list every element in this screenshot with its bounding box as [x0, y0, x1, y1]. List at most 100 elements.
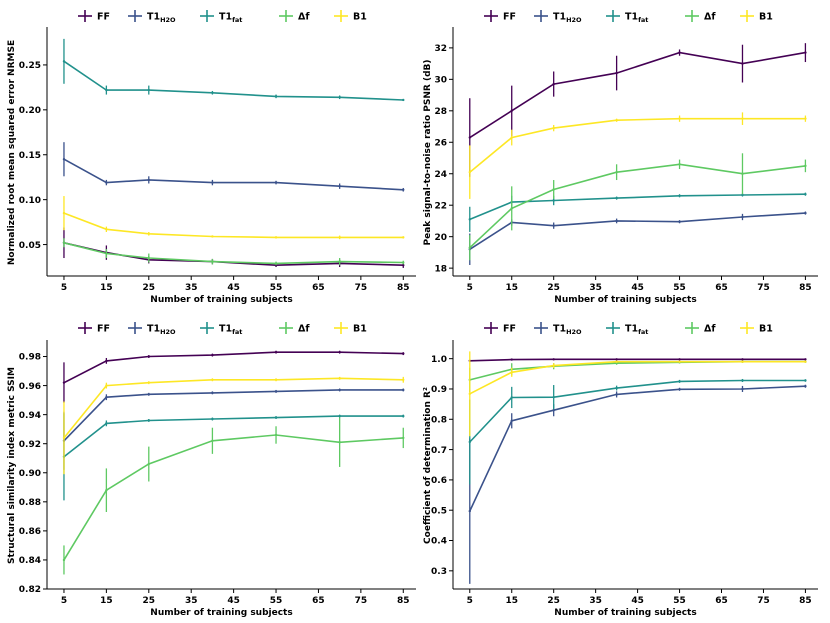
series-line	[63, 60, 404, 101]
y-tick-label: 0.9	[431, 385, 447, 395]
data-point	[552, 364, 555, 367]
data-point	[741, 215, 744, 219]
legend-item-t1-h2o[interactable]: T1H2O	[534, 322, 582, 336]
y-tick-label: 24	[434, 170, 447, 180]
data-point	[211, 91, 214, 94]
legend-label: B1	[759, 324, 773, 335]
legend-label: FF	[503, 324, 516, 335]
legend-label: T1H2O	[553, 12, 582, 25]
data-point	[211, 181, 214, 184]
data-point	[274, 95, 278, 98]
data-point	[804, 51, 807, 54]
x-tick-label: 55	[673, 596, 686, 606]
x-tick-label: 65	[715, 596, 728, 606]
data-point	[62, 241, 66, 244]
legend-label-subscript: H2O	[160, 16, 176, 24]
data-point	[211, 260, 214, 263]
legend-item-ff[interactable]: FF	[78, 322, 110, 335]
series-line	[63, 158, 404, 191]
legend-item-t1-fat[interactable]: T1fat	[200, 322, 242, 336]
legend-label-main: T1	[625, 324, 638, 335]
data-point	[274, 390, 278, 393]
data-point	[62, 436, 66, 440]
data-point	[615, 170, 618, 174]
y-tick-label: 0.20	[19, 106, 41, 116]
legend-item-ff[interactable]: FF	[484, 10, 516, 23]
data-point	[402, 388, 405, 392]
series-b1	[62, 196, 405, 240]
legend-item-df[interactable]: Δf	[279, 322, 310, 335]
legend-item-t1-h2o[interactable]: T1H2O	[534, 10, 582, 24]
legend-item-t1-fat[interactable]: T1fat	[606, 322, 648, 336]
data-point	[615, 119, 618, 122]
legend-item-df[interactable]: Δf	[685, 10, 716, 23]
y-tick-label: 0.92	[19, 440, 41, 450]
y-tick-label: 0.98	[19, 353, 41, 363]
legend-label-subscript: fat	[232, 16, 242, 24]
y-tick-label: 0.15	[19, 151, 41, 161]
data-point	[615, 71, 618, 75]
x-tick-label: 15	[100, 596, 113, 606]
legend-item-t1-fat[interactable]: T1fat	[200, 10, 242, 24]
series-line	[469, 117, 806, 173]
legend-label: Δf	[298, 324, 310, 335]
legend-label: T1fat	[219, 324, 242, 337]
data-point	[402, 98, 405, 102]
data-point	[211, 378, 214, 381]
data-point	[338, 388, 341, 392]
data-point	[468, 509, 471, 513]
data-point	[804, 164, 807, 168]
legend-label-subscript: H2O	[566, 328, 582, 336]
legend: FF T1H2O T1fat Δf B1	[484, 10, 773, 24]
legend-item-df[interactable]: Δf	[685, 322, 716, 335]
legend-label-main: T1	[553, 324, 566, 335]
x-tick-label: 25	[143, 596, 156, 606]
legend-item-ff[interactable]: FF	[484, 322, 516, 335]
legend-item-b1[interactable]: B1	[740, 10, 773, 23]
data-point	[678, 360, 681, 363]
data-point	[274, 416, 278, 419]
data-point	[274, 350, 278, 354]
data-point	[468, 440, 471, 444]
legend-label-main: FF	[503, 324, 516, 335]
x-tick-label: 85	[799, 283, 812, 293]
series-t1-fat	[62, 38, 405, 102]
data-point	[741, 117, 744, 120]
x-tick-label: 45	[631, 283, 644, 293]
y-tick-label: 0.90	[19, 469, 41, 479]
y-tick-label: 0.86	[19, 527, 41, 537]
series-t1-h2o	[468, 211, 807, 265]
data-point	[741, 379, 744, 382]
chart-panel-1: FF T1H2O T1fat Δf B15 15 25 35 45 55 65 75 850.050.1…	[7, 10, 416, 305]
legend-item-df[interactable]: Δf	[279, 10, 310, 23]
data-point	[402, 436, 405, 440]
legend-label: Δf	[704, 12, 716, 23]
data-point	[105, 88, 108, 92]
data-point	[678, 51, 681, 54]
data-point	[741, 193, 744, 197]
x-tick-label: 55	[270, 596, 283, 606]
series-t1-h2o	[62, 142, 405, 192]
data-point	[678, 220, 681, 223]
legend-item-t1-h2o[interactable]: T1H2O	[128, 10, 176, 24]
legend-item-b1[interactable]: B1	[740, 322, 773, 335]
series-line	[63, 415, 404, 458]
legend-label-subscript: H2O	[566, 16, 582, 24]
data-point	[615, 358, 618, 361]
legend-label: T1fat	[625, 324, 648, 337]
series-line	[469, 51, 806, 139]
legend-item-t1-fat[interactable]: T1fat	[606, 10, 648, 24]
data-point	[741, 358, 744, 361]
legend-item-t1-h2o[interactable]: T1H2O	[128, 322, 176, 336]
x-tick-label: 25	[547, 596, 560, 606]
legend-label-main: T1	[219, 324, 232, 335]
series-t1-h2o	[62, 388, 405, 470]
legend-item-ff[interactable]: FF	[78, 10, 110, 23]
legend-item-b1[interactable]: B1	[334, 322, 367, 335]
legend-item-b1[interactable]: B1	[334, 10, 367, 23]
data-point	[615, 393, 618, 396]
x-tick-label: 45	[227, 596, 240, 606]
y-tick-label: 0.84	[19, 556, 41, 566]
data-point	[804, 358, 807, 361]
